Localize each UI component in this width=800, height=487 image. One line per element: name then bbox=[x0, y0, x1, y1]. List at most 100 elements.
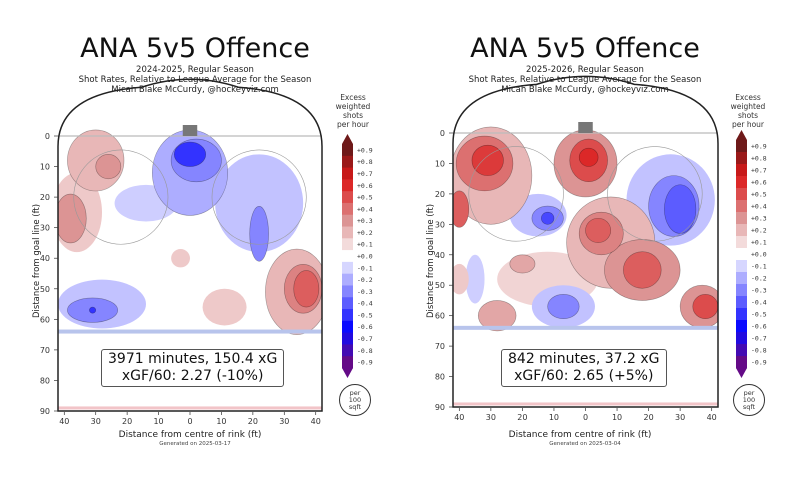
contour-region bbox=[477, 300, 517, 332]
contour-region bbox=[173, 141, 207, 167]
chart-title: ANA 5v5 Offence bbox=[470, 33, 700, 64]
colorbar-segment bbox=[342, 191, 353, 204]
colorbar-tick-label: +0.5 bbox=[357, 194, 373, 202]
colorbar-segment bbox=[342, 356, 353, 369]
contour-region bbox=[471, 144, 504, 176]
x-axis-label: Distance from centre of rink (ft) bbox=[118, 430, 262, 440]
colorbar-tick-label: +0.4 bbox=[357, 205, 373, 213]
colorbar-title-line: shots bbox=[737, 111, 759, 120]
y-tick-label: 50 bbox=[40, 285, 50, 294]
colorbar-segment bbox=[342, 273, 353, 286]
y-tick-label: 20 bbox=[40, 193, 50, 202]
colorbar-tick-label: +0.9 bbox=[751, 143, 767, 151]
chart-subtitle-description: Shot Rates, Relative to League Average f… bbox=[468, 75, 702, 85]
y-tick-label: 90 bbox=[435, 403, 445, 412]
colorbar-tick-label: +0.1 bbox=[751, 239, 767, 247]
colorbar-tick-label: +0.9 bbox=[357, 146, 373, 154]
contour-region bbox=[453, 190, 470, 228]
x-tick-label: 40 bbox=[59, 417, 69, 426]
colorbar-tick-label: -0.3 bbox=[357, 288, 373, 296]
colorbar-tick-label: +0.1 bbox=[357, 241, 373, 249]
colorbar-tick-label: -0.1 bbox=[357, 264, 373, 272]
faceoff-circle-right bbox=[607, 146, 703, 242]
faceoff-circle-left bbox=[468, 146, 564, 242]
colorbar-tick-label: -0.7 bbox=[751, 335, 767, 343]
x-tick-label: 30 bbox=[279, 417, 289, 426]
contour-region bbox=[453, 263, 469, 295]
stats-xgf60: xGF/60: 2.65 (+5%) bbox=[514, 368, 654, 384]
faceoff-circle-left bbox=[73, 149, 169, 245]
blue-line bbox=[453, 325, 718, 330]
colorbar-extend-bottom bbox=[342, 368, 353, 378]
x-tick-label: 10 bbox=[549, 413, 559, 422]
colorbar-tick-label: +0.2 bbox=[357, 229, 373, 237]
colorbar-segment bbox=[736, 272, 747, 285]
chart-subtitle-author: Micah Blake McCurdy, @hockeyviz.com bbox=[501, 85, 669, 95]
y-tick-label: 10 bbox=[40, 163, 50, 172]
colorbar-title-line: per hour bbox=[731, 120, 765, 129]
y-tick-label: 0 bbox=[45, 132, 50, 141]
colorbar-tick-label: -0.8 bbox=[751, 347, 767, 355]
colorbar-segment bbox=[736, 260, 747, 273]
y-tick-label: 30 bbox=[435, 220, 445, 229]
colorbar-tick-label: -0.5 bbox=[357, 311, 373, 319]
chart-title: ANA 5v5 Offence bbox=[80, 33, 310, 64]
colorbar-segment bbox=[736, 224, 747, 237]
faceoff-circle-right bbox=[211, 149, 307, 245]
rink-boards bbox=[452, 75, 719, 408]
colorbar-tick-label: +0.8 bbox=[357, 158, 373, 166]
colorbar-segment bbox=[736, 236, 747, 249]
contour-region bbox=[664, 184, 697, 234]
x-tick-label: 30 bbox=[486, 413, 496, 422]
colorbar-tick-label: -0.5 bbox=[751, 311, 767, 319]
contour-region bbox=[547, 294, 580, 320]
colorbar-extend-top bbox=[342, 134, 353, 144]
stats-minutes-xg: 842 minutes, 37.2 xG bbox=[508, 351, 660, 367]
unit-badge: per 100 sqft bbox=[733, 384, 765, 416]
colorbar-segment bbox=[342, 155, 353, 169]
colorbar-tick-label: +0.0 bbox=[751, 251, 767, 259]
colorbar-title-line: Excess bbox=[735, 93, 761, 102]
contour-region bbox=[465, 254, 485, 304]
heatmap-contours bbox=[58, 129, 322, 335]
x-axis-label: Distance from centre of rink (ft) bbox=[508, 430, 652, 440]
contour-region bbox=[202, 288, 247, 326]
colorbar-segment bbox=[736, 296, 747, 309]
unit-badge: per 100 sqft bbox=[339, 384, 371, 416]
x-tick-label: 40 bbox=[454, 413, 464, 422]
colorbar-segment bbox=[342, 226, 353, 239]
contour-region bbox=[95, 154, 122, 180]
unit-badge-line: sqft bbox=[742, 402, 756, 411]
contour-region bbox=[692, 294, 718, 320]
y-tick-label: 70 bbox=[40, 346, 50, 355]
x-tick-label: 40 bbox=[707, 413, 717, 422]
colorbar-segment bbox=[342, 179, 353, 192]
centre-red-line bbox=[58, 406, 322, 410]
colorbar-title-line: weighted bbox=[730, 102, 766, 111]
colorbar-tick-label: +0.5 bbox=[751, 191, 767, 199]
colorbar-tick-label: -0.4 bbox=[751, 299, 767, 307]
colorbar-tick-label: -0.6 bbox=[357, 323, 373, 331]
colorbar-tick-label: +0.3 bbox=[357, 217, 373, 225]
colorbar-tick-label: +0.2 bbox=[751, 227, 767, 235]
heatmap-contours bbox=[453, 126, 718, 332]
y-tick-label: 90 bbox=[40, 407, 50, 416]
colorbar-title-line: weighted bbox=[335, 102, 371, 111]
colorbar-segment bbox=[342, 238, 353, 251]
colorbar-tick-label: +0.7 bbox=[751, 167, 767, 175]
contour-region bbox=[541, 211, 555, 225]
x-tick-label: 20 bbox=[122, 417, 132, 426]
colorbar-segment bbox=[342, 250, 353, 263]
colorbar-segment bbox=[736, 188, 747, 201]
colorbar-tick-label: +0.6 bbox=[751, 179, 767, 187]
colorbar-tick-label: +0.3 bbox=[751, 215, 767, 223]
blue-line bbox=[58, 329, 322, 334]
colorbar-tick-label: -0.7 bbox=[357, 335, 373, 343]
y-tick-label: 40 bbox=[40, 254, 50, 263]
x-tick-label: 0 bbox=[187, 417, 192, 426]
right-chart-panel: ANA 5v5 Offence 2025-2026, Regular Seaso… bbox=[400, 0, 800, 487]
chart-subtitle-author: Micah Blake McCurdy, @hockeyviz.com bbox=[111, 85, 279, 95]
colorbar-segment bbox=[736, 152, 747, 165]
colorbar-segment bbox=[342, 202, 353, 216]
